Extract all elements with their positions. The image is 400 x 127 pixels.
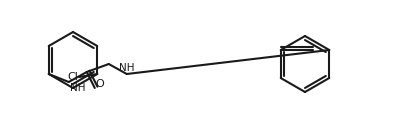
Text: Cl: Cl [67,72,78,82]
Text: NH: NH [70,83,85,93]
Text: O: O [96,79,104,89]
Text: NH: NH [119,63,134,73]
